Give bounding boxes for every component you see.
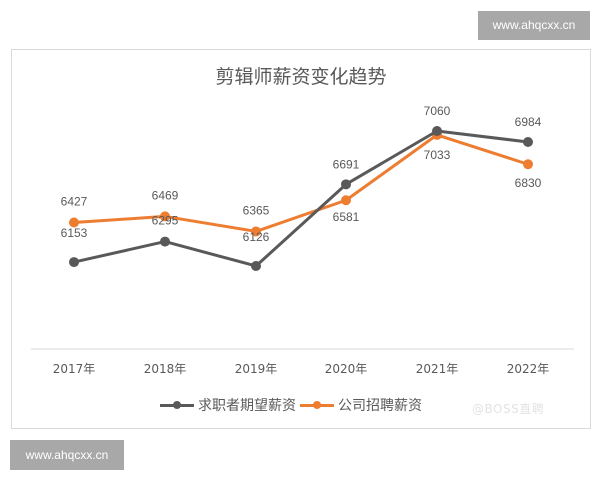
- data-label: 6581: [333, 210, 360, 224]
- legend-label: 公司招聘薪资: [338, 398, 422, 414]
- data-point-marker: [160, 211, 170, 222]
- watermark-top: www.ahqcxx.cn: [478, 11, 590, 40]
- legend-item-offered: 公司招聘薪资: [300, 395, 422, 415]
- watermark-bottom: www.ahqcxx.cn: [10, 440, 124, 470]
- data-point-marker: [523, 159, 533, 170]
- x-tick-label: 2019年: [235, 362, 278, 376]
- data-label: 7060: [424, 104, 451, 118]
- data-point-marker: [341, 195, 351, 206]
- data-point-marker: [251, 261, 261, 271]
- data-label: 6830: [515, 176, 542, 190]
- legend-label: 求职者期望薪资: [198, 398, 296, 414]
- data-label: 6691: [333, 157, 360, 171]
- legend: 求职者期望薪资 公司招聘薪资: [160, 395, 426, 415]
- plot-area: 2017年 2018年 2019年 2020年 2021年 2022年 6153 6295 61…: [31, 104, 574, 376]
- legend-item-expected: 求职者期望薪资: [160, 395, 296, 415]
- legend-swatch-orange-icon: [300, 400, 334, 410]
- data-point-marker: [160, 236, 170, 247]
- x-tick-label: 2017年: [53, 362, 96, 376]
- data-label: 6295: [152, 214, 179, 228]
- x-tick-label: 2021年: [416, 362, 459, 376]
- x-tick-label: 2022年: [507, 362, 550, 376]
- series-line: [73, 133, 529, 233]
- data-label: 7033: [424, 148, 451, 162]
- data-label: 6427: [61, 194, 88, 208]
- data-point-marker: [69, 217, 79, 228]
- series-line: [73, 129, 529, 268]
- chart-title: 剪辑师薪资变化趋势: [215, 66, 387, 88]
- legend-swatch-gray-icon: [160, 400, 194, 410]
- data-label: 6469: [152, 188, 179, 202]
- data-label: 6153: [61, 226, 88, 240]
- x-tick-label: 2018年: [144, 362, 187, 376]
- data-point-marker: [251, 226, 261, 237]
- chart-frame: 剪辑师薪资变化趋势 2017年 2018年 2019年 2020年 2021年 2022年…: [11, 49, 591, 429]
- data-label: 6365: [243, 203, 270, 217]
- source-watermark: @BOSS直聘: [472, 402, 545, 416]
- data-label: 6984: [515, 115, 542, 129]
- x-tick-label: 2020年: [325, 362, 368, 376]
- data-point-marker: [69, 257, 79, 268]
- data-point-marker: [432, 126, 442, 136]
- data-point-marker: [523, 136, 533, 147]
- data-label: 6126: [243, 230, 270, 244]
- data-point-marker: [341, 179, 351, 190]
